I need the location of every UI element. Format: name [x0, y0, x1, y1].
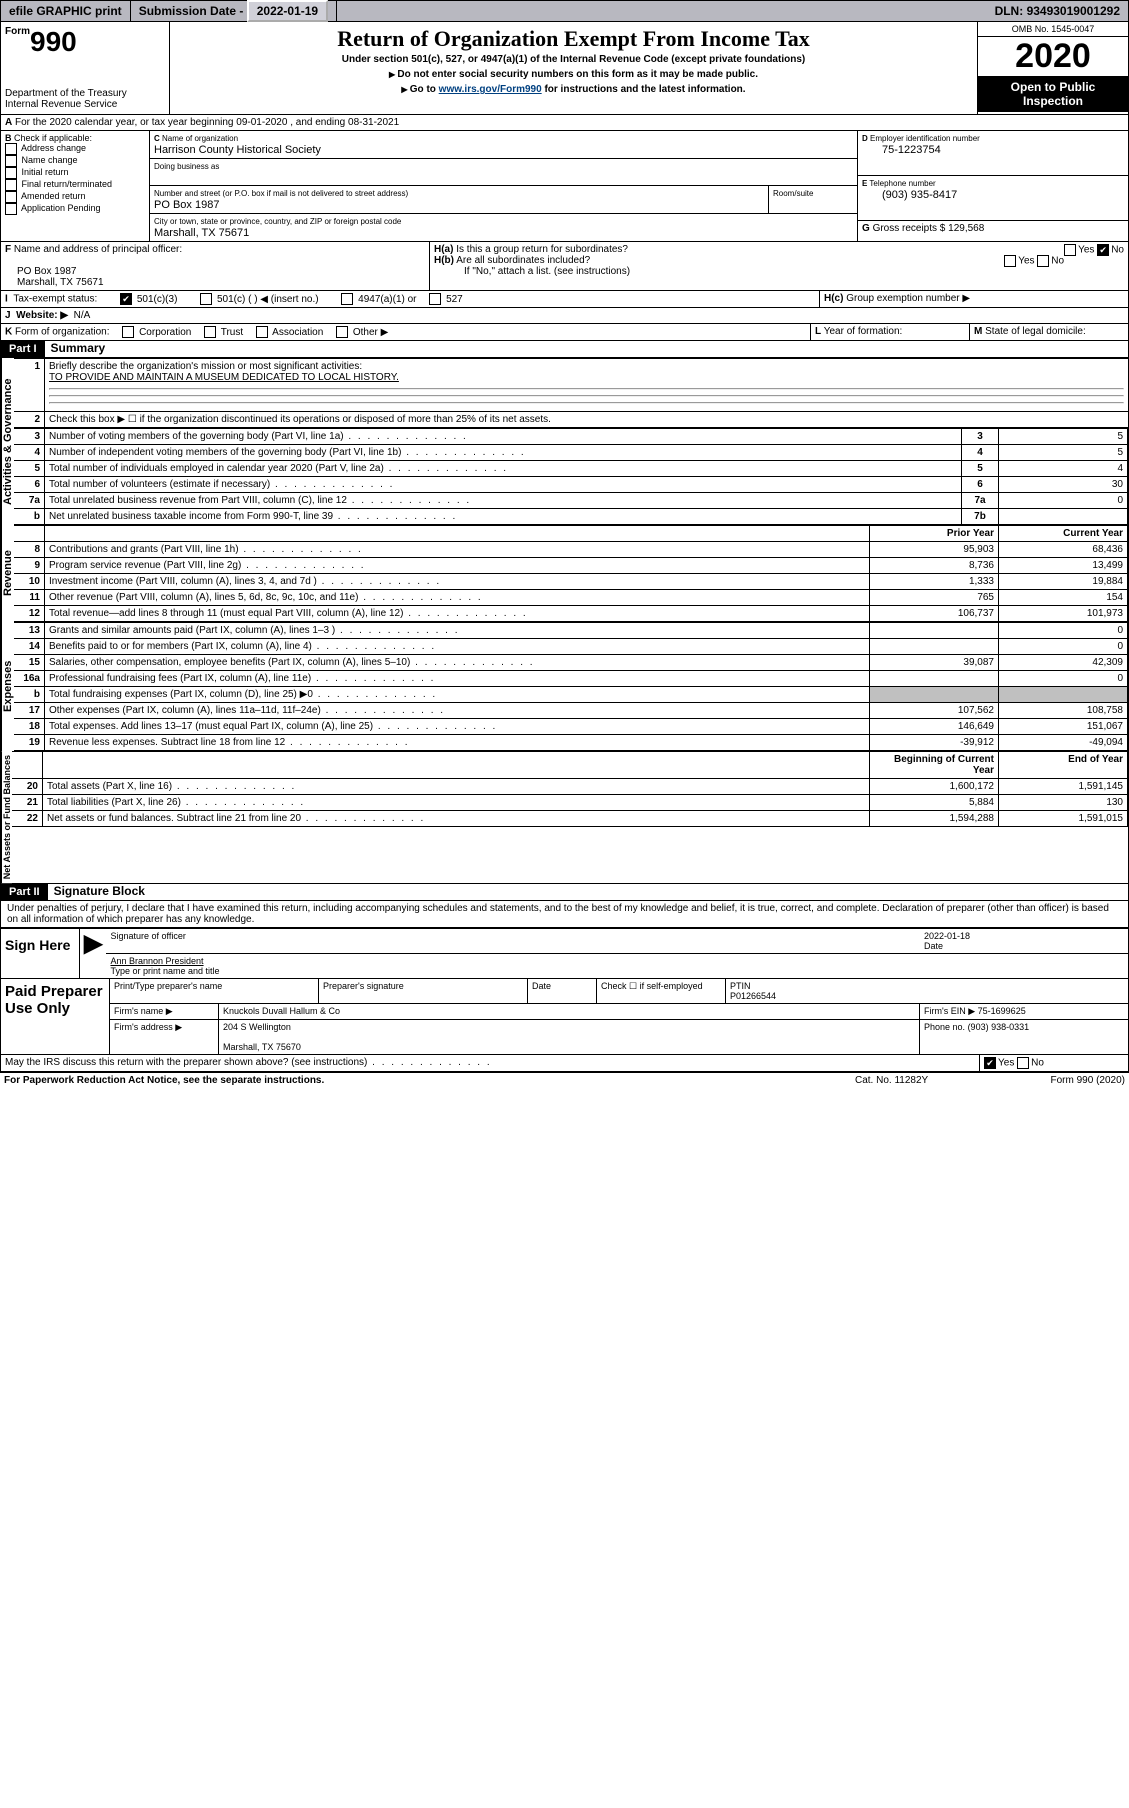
org-city: Marshall, TX 75671: [154, 227, 249, 239]
omb-number: OMB No. 1545-0047: [978, 22, 1128, 37]
inst-ssn: Do not enter social security numbers on …: [174, 69, 973, 80]
revenue-section: Revenue Prior YearCurrent Year8Contribut…: [0, 525, 1129, 622]
form-title: Return of Organization Exempt From Incom…: [174, 26, 973, 52]
section-a: A For the 2020 calendar year, or tax yea…: [0, 115, 1129, 131]
part2-header: Part IISignature Block: [0, 884, 1129, 901]
section-i: I Tax-exempt status: ✔ 501(c)(3) 501(c) …: [0, 291, 1129, 308]
discuss-row: May the IRS discuss this return with the…: [0, 1055, 1129, 1072]
phone: (903) 935-8417: [862, 189, 957, 201]
subdate-btn[interactable]: 2022-01-19: [247, 0, 328, 22]
irs-link[interactable]: www.irs.gov/Form990: [439, 84, 542, 95]
dept-treasury: Department of the Treasury Internal Reve…: [5, 88, 165, 110]
topbar: efile GRAPHIC print Submission Date - 20…: [0, 0, 1129, 22]
netassets-section: Net Assets or Fund Balances Beginning of…: [0, 751, 1129, 884]
gross-receipts: 129,568: [948, 223, 984, 234]
section-j: J Website: ▶ N/A: [0, 308, 1129, 324]
sign-here: Sign Here ▶ Signature of officer2022-01-…: [0, 927, 1129, 979]
website: N/A: [74, 310, 91, 321]
section-fh: F Name and address of principal officer:…: [0, 242, 1129, 291]
form-subtitle: Under section 501(c), 527, or 4947(a)(1)…: [174, 54, 973, 65]
governance-section: Activities & Governance 1Briefly describ…: [0, 358, 1129, 525]
tax-year: 2020: [978, 37, 1128, 76]
paid-preparer: Paid Preparer Use Only Print/Type prepar…: [0, 979, 1129, 1055]
inst-link: Go to www.irs.gov/Form990 for instructio…: [174, 84, 973, 95]
section-klm: K Form of organization: Corporation Trus…: [0, 324, 1129, 341]
dln: DLN: 93493019001292: [987, 1, 1128, 21]
footer: For Paperwork Reduction Act Notice, see …: [0, 1072, 1129, 1088]
section-bcdefg: B Check if applicable: Address change Na…: [0, 131, 1129, 242]
org-address: PO Box 1987: [154, 199, 219, 211]
perjury-text: Under penalties of perjury, I declare th…: [0, 901, 1129, 927]
ein: 75-1223754: [862, 144, 941, 156]
submission-date: Submission Date - 2022-01-19: [131, 1, 337, 21]
part1-header: Part ISummary: [0, 341, 1129, 358]
form-header: Form990 Department of the Treasury Inter…: [0, 22, 1129, 115]
expenses-section: Expenses 13Grants and similar amounts pa…: [0, 622, 1129, 751]
org-name: Harrison County Historical Society: [154, 144, 321, 156]
open-to-public: Open to Public Inspection: [978, 76, 1128, 112]
efile-label: efile GRAPHIC print: [1, 1, 131, 21]
form-number: Form990: [5, 26, 165, 58]
